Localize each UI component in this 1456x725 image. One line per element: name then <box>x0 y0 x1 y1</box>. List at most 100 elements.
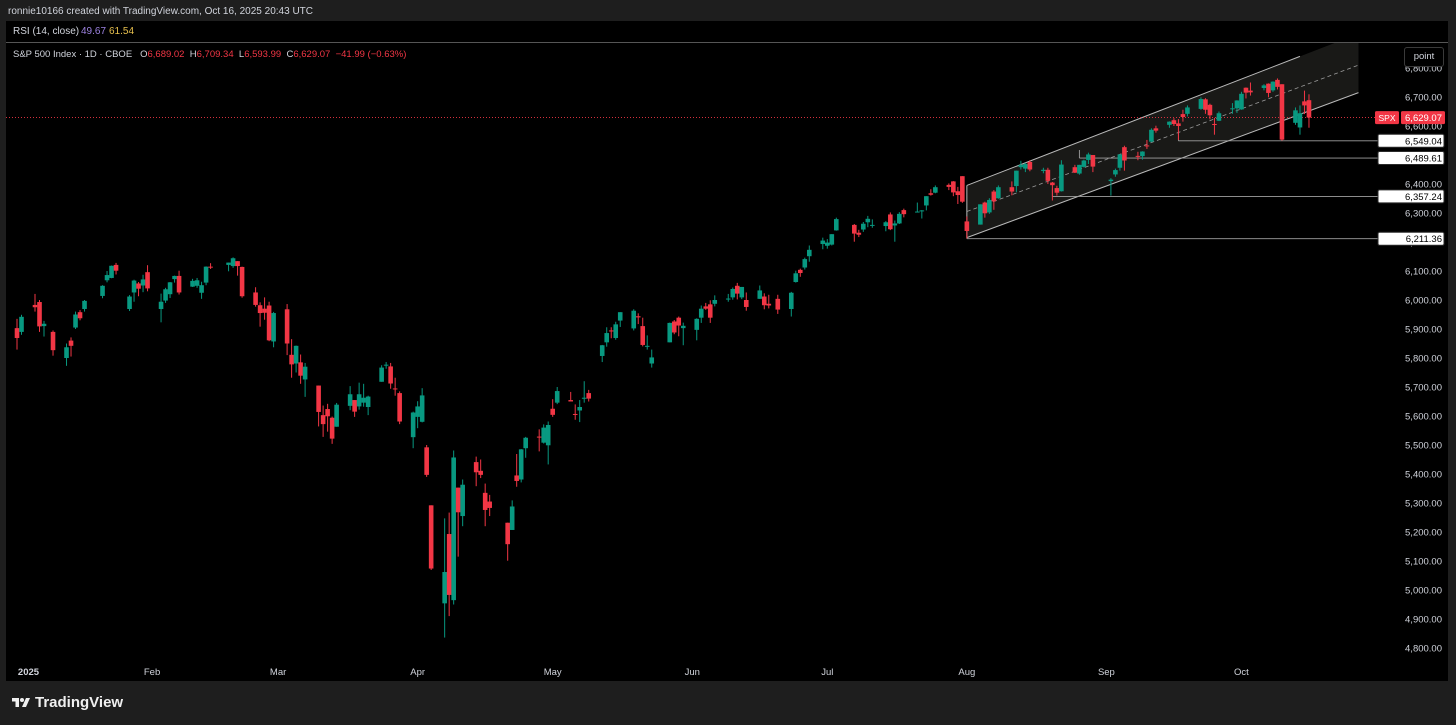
candle <box>104 271 110 283</box>
candle <box>1122 145 1127 171</box>
candle <box>1140 151 1145 160</box>
price-tick-label: 5,400.00 <box>1405 470 1442 481</box>
candle <box>1113 168 1118 177</box>
candle <box>1185 105 1190 117</box>
channel-upper-line[interactable] <box>966 55 1301 186</box>
candle-body <box>640 326 646 345</box>
candle-body <box>806 249 812 257</box>
candle-body <box>419 395 425 422</box>
candle-body <box>32 304 38 308</box>
candle-body <box>599 345 605 356</box>
candle-body <box>1135 155 1141 157</box>
candle <box>289 339 294 378</box>
candle-body <box>82 300 87 309</box>
candle <box>167 282 173 298</box>
candle-body <box>19 316 24 332</box>
candle <box>1059 160 1064 192</box>
candle <box>1081 159 1087 168</box>
candle <box>631 309 637 331</box>
candle <box>163 287 168 303</box>
time-tick-label: Sep <box>1098 667 1115 678</box>
candle-body <box>617 312 623 321</box>
candle-body <box>1203 99 1208 110</box>
parallel-channel[interactable] <box>966 43 1359 239</box>
candle-body <box>442 572 447 604</box>
candle <box>536 429 542 452</box>
level-price-label[interactable]: 6,211.36 <box>1377 231 1445 246</box>
candle-body <box>1140 151 1145 157</box>
candle <box>1216 111 1222 122</box>
candle-body <box>545 424 551 446</box>
candle <box>136 282 141 297</box>
candle <box>334 402 339 427</box>
candle-body <box>1243 87 1249 93</box>
candle-body <box>482 492 488 510</box>
candle-body <box>203 266 209 283</box>
level-price-label[interactable]: 6,549.04 <box>1377 133 1445 148</box>
level-price-label[interactable]: 6,489.61 <box>1377 151 1445 166</box>
candle-body <box>1293 110 1298 123</box>
rsi-pane[interactable]: RSI (14, close) 49.67 61.54 <box>6 21 1448 43</box>
candle <box>901 208 907 218</box>
candle <box>586 389 592 402</box>
candle-body <box>577 407 583 411</box>
candle <box>320 405 326 437</box>
candle-body <box>996 187 1001 199</box>
last-price-label[interactable]: SPX 6,629.07 <box>1375 111 1445 125</box>
candle-body <box>1297 113 1303 128</box>
candle-body <box>316 385 321 412</box>
candle-body <box>743 300 749 307</box>
candle <box>478 459 483 479</box>
candle-body <box>757 290 763 299</box>
tradingview-logo-icon <box>12 698 30 707</box>
candle <box>446 512 452 617</box>
candle-body <box>68 340 74 346</box>
candle-body <box>991 191 997 202</box>
candle-body <box>1230 108 1235 110</box>
candle <box>667 322 673 343</box>
candle <box>1266 83 1271 98</box>
level-price-label[interactable]: 6,357.24 <box>1377 189 1445 204</box>
price-tick-label: 5,100.00 <box>1405 557 1442 568</box>
candle-body <box>649 357 655 364</box>
candle-body <box>581 397 587 399</box>
candle-body <box>892 223 898 226</box>
candle <box>509 500 515 530</box>
last-price-text: 6,629.07 <box>1405 113 1442 124</box>
candle <box>541 424 546 444</box>
level-label-text: 6,489.61 <box>1405 154 1442 165</box>
candle-body <box>262 308 267 313</box>
candle-body <box>379 367 384 382</box>
candle <box>1045 167 1051 184</box>
candle <box>649 349 655 368</box>
candle <box>284 304 290 356</box>
candle <box>788 291 794 317</box>
candle-body <box>518 449 524 480</box>
candle-body <box>1216 113 1222 121</box>
price-axis[interactable]: 4,800.00 4,900.00 5,000.00 5,100.00 5,200.00… <box>1375 64 1445 655</box>
price-tick-label: 6,600.00 <box>1405 122 1442 133</box>
candle <box>253 287 258 307</box>
candle <box>68 337 74 357</box>
candle <box>1117 154 1123 171</box>
symbol-tag <box>1375 111 1399 125</box>
candle-body <box>478 470 483 475</box>
candle-body <box>253 292 258 305</box>
candle <box>888 212 893 231</box>
candle <box>482 483 488 527</box>
candle <box>707 300 713 323</box>
candle <box>172 275 177 283</box>
time-tick-label: Jul <box>821 667 833 678</box>
point-button[interactable]: point <box>1404 47 1444 67</box>
candle-body <box>1279 84 1285 140</box>
candle <box>676 316 682 337</box>
price-chart-pane[interactable]: 4,800.00 4,900.00 5,000.00 5,100.00 5,200.00… <box>6 43 1448 681</box>
horizontal-levels[interactable] <box>966 132 1378 240</box>
time-axis[interactable]: 2025 Feb Mar Apr May Jun Jul Aug Sep Oct <box>18 667 1249 678</box>
candle-body <box>523 437 528 449</box>
candle <box>1275 78 1280 90</box>
candle-body <box>392 388 398 390</box>
price-chart[interactable]: 4,800.00 4,900.00 5,000.00 5,100.00 5,200.00… <box>6 43 1448 681</box>
candle <box>604 327 610 347</box>
candle-body <box>888 214 893 230</box>
